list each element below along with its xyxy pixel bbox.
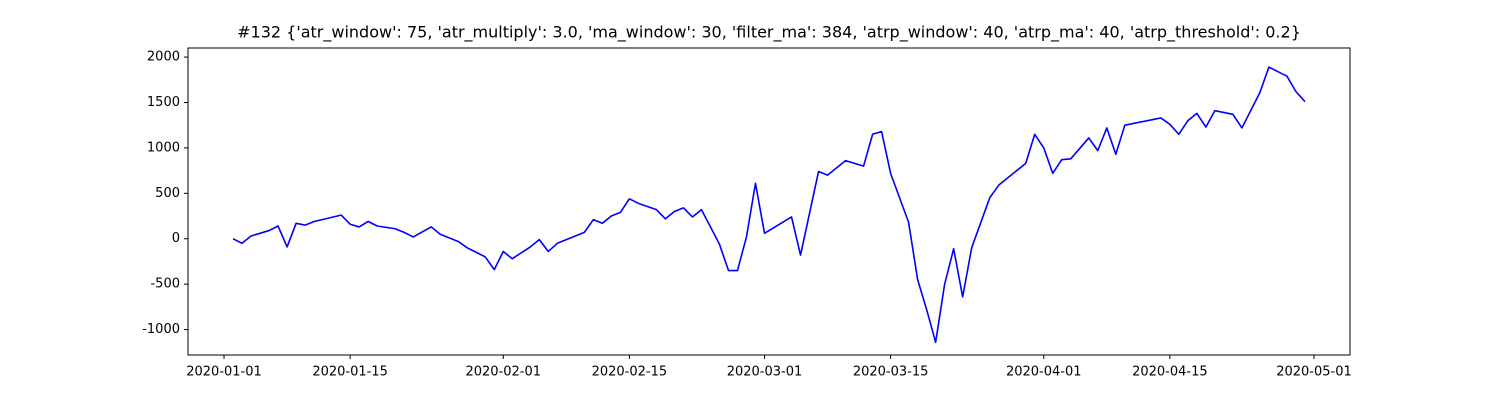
x-tick-label: 2020-04-15 <box>1132 365 1208 380</box>
x-tick-label: 2020-03-15 <box>853 365 929 380</box>
y-tick-label: 500 <box>155 186 180 201</box>
x-tick-label: 2020-01-01 <box>186 365 262 380</box>
plot-frame <box>187 47 1351 356</box>
line-series <box>232 66 1306 344</box>
y-tick-label: 1500 <box>147 95 180 110</box>
x-tick-label: 2020-04-01 <box>1006 365 1082 380</box>
chart-title: #132 {'atr_window': 75, 'atr_multiply': … <box>237 23 1301 43</box>
x-tick-label: 2020-05-01 <box>1276 365 1352 380</box>
x-tick-label: 2020-01-15 <box>312 365 388 380</box>
y-tick-label: -1000 <box>142 322 180 337</box>
y-tick-label: 0 <box>172 231 180 246</box>
y-tick-label: 2000 <box>147 50 180 65</box>
x-tick-label: 2020-02-01 <box>465 365 541 380</box>
x-tick-label: 2020-03-01 <box>727 365 803 380</box>
x-tick-label: 2020-02-15 <box>592 365 668 380</box>
y-tick-label: 1000 <box>147 140 180 155</box>
y-tick-label: -500 <box>150 277 180 292</box>
